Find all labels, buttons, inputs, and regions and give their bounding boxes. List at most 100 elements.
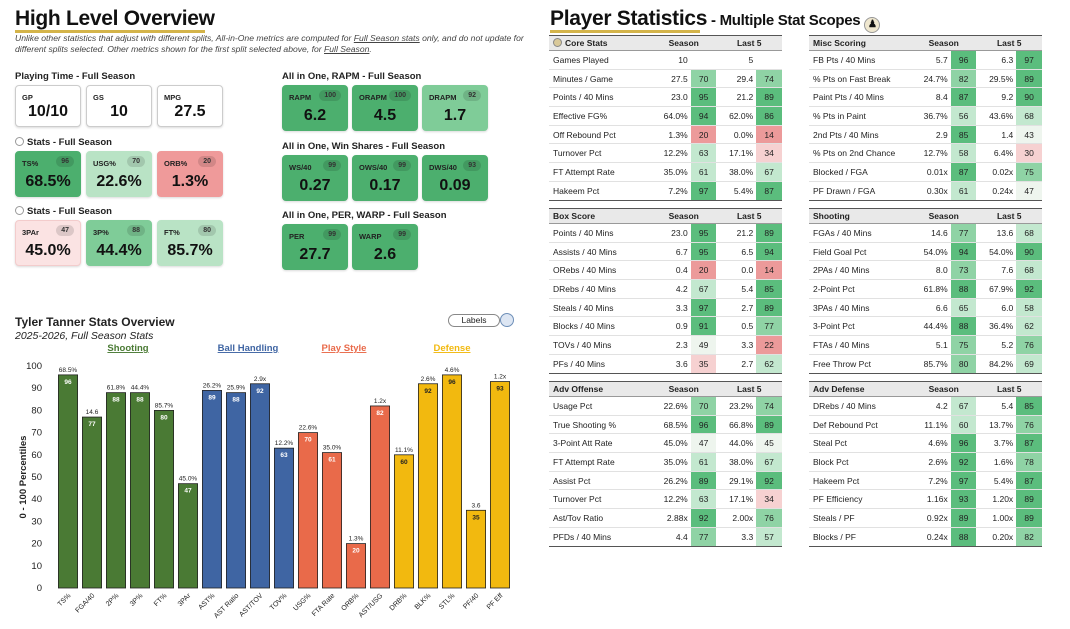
col-last5-header[interactable]: Last 5 [716,381,782,397]
season-percentile: 94 [690,106,717,126]
bar-data-label: 1.2x [374,398,387,405]
last5-percentile: 69 [1016,354,1042,374]
radio-icon[interactable] [15,137,24,146]
table-row: Effective FG% 64.0% 94 62.0% 86 [549,106,782,126]
last5-value: 17.1% [716,143,757,164]
last5-value: 29.1% [716,471,757,491]
bar-data-label: 35.0% [323,445,342,452]
bar-data-label: 3.6 [471,502,480,509]
last5-percentile: 43 [1016,125,1042,145]
card-label: PER [289,232,305,241]
last5-value: 0.20x [976,527,1017,547]
season-value: 4.2 [910,396,951,416]
table-shooting: Shooting Season Last 5 FGAs / 40 Mins 14.6 77… [809,208,1042,374]
note-link-full-season-stats[interactable]: Full Season stats [353,33,420,43]
section-playing-time: Playing Time - Full Season [15,71,136,82]
stat-name: TOVs / 40 Mins [549,335,651,355]
bar-pf-eff [489,381,510,589]
col-season-header[interactable]: Season [910,381,977,397]
last5-value: 54.0% [976,242,1017,262]
season-value: 54.0% [910,242,951,262]
season-percentile: 96 [950,433,977,454]
season-value: 5.7 [910,50,951,70]
bar-ts- [58,374,79,589]
stat-name: Field Goal Pct [809,242,911,262]
last5-value: 44.0% [716,433,757,454]
section-stats-1[interactable]: Stats - Full Season [15,137,112,148]
card-value: 1.3% [171,173,209,190]
col-season-header[interactable]: Season [650,35,717,51]
title-underline [15,30,205,33]
bar-data-label: 12.2% [275,440,294,447]
season-percentile: 49 [690,335,717,355]
last5-value: 67.9% [976,279,1017,299]
card-value: 0.17 [369,177,401,194]
col-last5-header[interactable]: Last 5 [976,208,1042,224]
last5-value: 1.4 [976,125,1017,145]
season-percentile: 70 [690,69,717,89]
col-last5-header[interactable]: Last 5 [976,381,1042,397]
page-title: High Level Overview [15,7,215,30]
stat-name: 3-Point Att Rate [549,433,651,454]
table-box: Box Score Season Last 5 Points / 40 Mins 23.… [549,208,782,374]
last5-percentile: 57 [756,527,782,547]
stat-name: Blocks / 40 Mins [549,316,651,337]
stat-name: Minutes / Game [549,69,651,89]
stat-scope-icon[interactable] [553,38,562,47]
bar-data-label: 14.6 [86,409,99,416]
bar-data-label: 25.9% [227,385,246,392]
season-value: 12.2% [650,489,691,510]
season-percentile: 61 [690,452,717,472]
labels-button[interactable]: Labels [448,314,500,327]
stat-name: Def Rebound Pct [809,415,911,435]
stat-name: 2nd Pts / 40 Mins [809,125,911,145]
col-season-header[interactable]: Season [650,381,717,397]
stat-name: PFDs / 40 Mins [549,527,651,547]
bar-3p- [129,392,150,589]
last5-percentile: 89 [756,223,782,243]
col-last5-header[interactable]: Last 5 [976,35,1042,51]
stat-name: Free Throw Pct [809,354,911,374]
season-value: 1.16x [910,489,951,510]
season-value: 7.2% [650,181,691,201]
last5-percentile: 74 [756,69,782,89]
labels-toggle[interactable] [500,313,514,327]
table-row: Steals / 40 Mins 3.3 97 2.7 89 [549,298,782,318]
card-value: 22.6% [96,173,142,190]
last5-percentile: 78 [1016,452,1042,472]
last5-value: 6.0 [976,298,1017,318]
table-row: FT Attempt Rate 35.0% 61 38.0% 67 [549,452,782,472]
last5-value: 5.4% [716,181,757,201]
x-tick-label: STL% [438,592,456,610]
bar-ft- [153,410,174,589]
season-percentile: 91 [690,316,717,337]
radio-icon[interactable] [15,206,24,215]
table-row: Turnover Pct 12.2% 63 17.1% 34 [549,489,782,510]
stat-name: Games Played [549,50,651,70]
season-value: 4.6% [910,433,951,454]
season-value: 14.6 [910,223,951,243]
season-value: 45.0% [650,433,691,454]
table-row: Steals / PF 0.92x 89 1.00x 89 [809,508,1042,528]
col-last5-header[interactable]: Last 5 [716,208,782,224]
last5-percentile: 77 [756,316,782,337]
col-last5-header[interactable]: Last 5 [716,35,782,51]
section-stats-2[interactable]: Stats - Full Season [15,206,112,217]
last5-value: 13.7% [976,415,1017,435]
bar-percentile-label: 88 [232,397,240,404]
last5-percentile: 47 [1016,181,1042,201]
scope-icon[interactable]: ♟ [864,17,881,33]
card-label: GS [93,93,104,102]
bar-percentile-label: 92 [256,388,264,395]
col-season-header[interactable]: Season [910,208,977,224]
table-row: Steal Pct 4.6% 96 3.7% 87 [809,433,1042,454]
col-season-header[interactable]: Season [650,208,717,224]
bar-data-label: 2.6% [421,376,436,383]
col-season-header[interactable]: Season [910,35,977,51]
season-value: 12.2% [650,143,691,164]
card-label: MPG [164,93,182,102]
last5-percentile [756,50,782,70]
note-link-full-season[interactable]: Full Season [324,44,370,54]
card-ts: TS% 96 68.5% [15,151,81,197]
season-value: 2.9 [910,125,951,145]
